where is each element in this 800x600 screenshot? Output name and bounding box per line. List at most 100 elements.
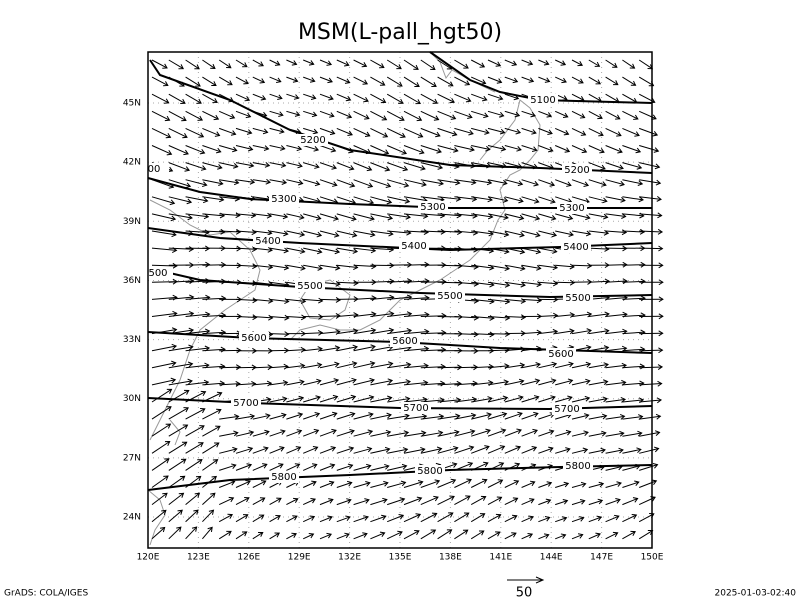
arrow-shaft (269, 162, 286, 167)
arrow-shaft (235, 415, 255, 420)
wind-arrow (437, 380, 462, 387)
arrow-shaft (336, 93, 351, 101)
arrow-head (366, 165, 373, 172)
arrow-shaft (471, 366, 494, 369)
wind-arrow (420, 59, 436, 71)
arrow-shaft (521, 363, 541, 369)
arrow-shaft (454, 316, 479, 319)
arrow-shaft (538, 196, 556, 203)
arrow-head (548, 146, 554, 153)
arrow-head (504, 265, 510, 272)
arrow-head (380, 98, 387, 104)
arrow-head (568, 361, 574, 368)
wind-arrow (370, 278, 395, 285)
wind-arrow (622, 278, 646, 285)
wind-arrow (437, 512, 454, 523)
arrow-shaft (185, 110, 203, 121)
wind-arrow (571, 430, 589, 437)
arrow-head (577, 533, 584, 539)
wind-arrow (353, 446, 373, 454)
arrow-head (383, 480, 389, 487)
arrow-shaft (202, 509, 214, 523)
contour-label: 5200 (300, 135, 325, 146)
contour-label-bg (552, 403, 582, 415)
arrow-head (330, 446, 337, 452)
wind-arrow (235, 93, 251, 102)
arrow-head (455, 413, 461, 420)
arrow-shaft (235, 93, 250, 101)
arrow-shaft (639, 162, 660, 168)
wind-arrow (555, 263, 575, 270)
wind-arrow (504, 411, 523, 420)
contour-label: 5800 (271, 472, 296, 483)
wind-arrow (269, 213, 289, 220)
wind-arrow (639, 262, 664, 269)
lon-label: 147E (590, 553, 613, 563)
arrow-shaft (420, 332, 446, 335)
arrow-shaft (319, 363, 339, 369)
arrow-head (535, 362, 541, 368)
arrow-shaft (319, 315, 340, 317)
wind-arrow (303, 127, 319, 135)
wind-arrow (370, 145, 390, 155)
arrow-head (284, 314, 290, 321)
arrow-shaft (639, 213, 662, 217)
arrow-head (440, 346, 447, 353)
arrow-head (564, 147, 571, 153)
wind-arrow (471, 331, 495, 338)
arrow-head (547, 129, 553, 135)
arrow-head (635, 147, 642, 154)
wind-arrow (387, 379, 411, 386)
arrow-head (276, 497, 282, 503)
arrow-head (436, 148, 442, 154)
arrow-head (435, 131, 441, 138)
arrow-shaft (168, 526, 182, 540)
wind-arrow (639, 196, 662, 202)
arrow-head (351, 215, 357, 222)
arrow-shaft (353, 482, 370, 488)
arrow-head (215, 425, 221, 431)
arrow-shaft (319, 247, 340, 253)
arrow-shaft (555, 413, 572, 420)
arrow-shaft (639, 230, 663, 233)
arrow-head (497, 95, 504, 101)
arrow-shaft (302, 516, 315, 523)
arrow-shaft (605, 230, 627, 233)
arrow-shaft (370, 213, 393, 219)
arrow-head (473, 263, 479, 270)
wind-arrow (269, 380, 289, 386)
wind-arrow (521, 59, 534, 66)
arrow-head (264, 162, 271, 168)
arrow-shaft (538, 516, 550, 523)
wind-arrow (605, 196, 626, 203)
arrow-head (291, 60, 298, 66)
arrow-head (363, 515, 369, 521)
arrow-head (231, 463, 237, 470)
arrow-head (276, 77, 282, 83)
wind-arrow (168, 361, 194, 369)
arrow-head (188, 344, 194, 351)
arrow-shaft (286, 533, 297, 540)
wind-arrow (336, 328, 359, 335)
wind-arrow (588, 196, 608, 204)
arrow-head (188, 246, 195, 252)
arrow-head (500, 145, 507, 152)
wind-arrow (454, 478, 472, 488)
arrow-head (658, 296, 664, 303)
arrow-head (182, 133, 188, 139)
arrow-shaft (487, 230, 509, 236)
arrow-shaft (487, 514, 501, 523)
contour-line (147, 397, 653, 411)
arrow-shaft (420, 145, 442, 153)
arrow-shaft (554, 110, 568, 118)
arrow-shaft (454, 495, 471, 506)
arrow-head (308, 532, 315, 539)
arrow-shaft (571, 329, 592, 335)
arrow-shaft (336, 127, 353, 136)
arrow-head (180, 98, 186, 105)
arrow-shaft (487, 349, 510, 352)
arrow-shaft (403, 264, 429, 266)
contour-label: 00 (148, 164, 161, 175)
wind-arrow (588, 127, 604, 137)
arrow-shaft (202, 76, 217, 86)
